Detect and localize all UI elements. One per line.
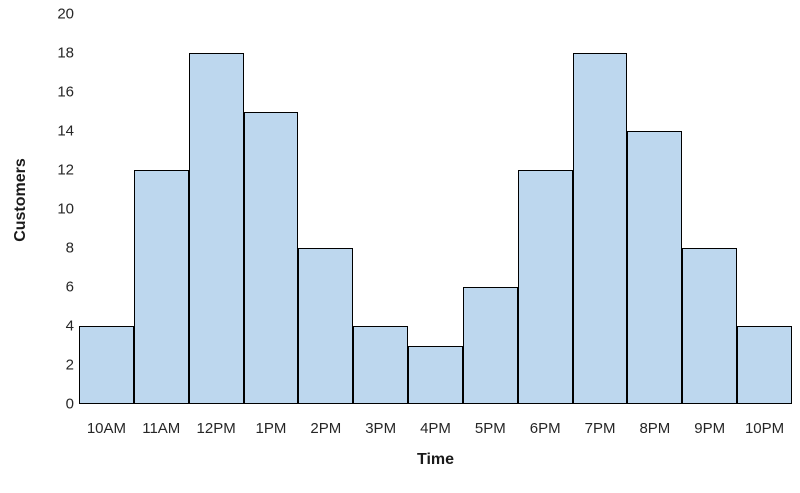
bar-10am bbox=[79, 326, 134, 404]
x-tick-label-10pm: 10PM bbox=[744, 420, 785, 437]
x-tick-label-9pm: 9PM bbox=[694, 420, 726, 437]
bar-9pm bbox=[682, 248, 738, 404]
bar-11am bbox=[133, 170, 189, 404]
plot-area bbox=[79, 14, 792, 404]
x-tick-label-7pm: 7PM bbox=[584, 420, 616, 437]
bar-3pm bbox=[353, 326, 409, 404]
y-tick-label-14: 14 bbox=[57, 122, 74, 140]
x-axis-title: Time bbox=[416, 451, 455, 468]
y-tick-label-8: 8 bbox=[65, 239, 74, 257]
x-tick-label-5pm: 5PM bbox=[474, 420, 506, 437]
y-tick-label-16: 16 bbox=[57, 83, 74, 101]
x-axis-tick-labels: 10AM 11AM 12PM 1PM 2PM 3PM 4PM 5PM 6PM 7PM 8PM 9PM 1… bbox=[79, 420, 792, 438]
x-tick-label-11am: 11AM bbox=[142, 420, 181, 437]
x-tick-label-8pm: 8PM bbox=[639, 420, 671, 437]
y-tick-label-2: 2 bbox=[65, 356, 74, 374]
bar-12pm bbox=[188, 53, 244, 404]
y-tick-label-12: 12 bbox=[57, 161, 74, 179]
x-tick-label-10am: 10AM bbox=[86, 420, 127, 437]
bar-7pm bbox=[572, 53, 628, 404]
y-tick-label-6: 6 bbox=[65, 278, 74, 296]
y-tick-label-10: 10 bbox=[57, 200, 74, 218]
x-tick-label-4pm: 4PM bbox=[420, 420, 451, 437]
y-tick-label-20: 20 bbox=[57, 5, 74, 23]
bar-10pm bbox=[737, 326, 792, 404]
x-tick-label-12pm: 12PM bbox=[196, 420, 236, 437]
x-tick-label-2pm: 2PM bbox=[310, 420, 342, 437]
bar-5pm bbox=[462, 287, 518, 404]
x-tick-label-6pm: 6PM bbox=[529, 420, 561, 437]
y-axis-tick-labels: 0 2 4 6 8 10 12 14 16 18 20 bbox=[0, 7, 74, 412]
bar-4pm bbox=[408, 345, 463, 404]
bar-2pm bbox=[298, 248, 354, 404]
y-tick-label-18: 18 bbox=[57, 44, 74, 62]
x-tick-label-3pm: 3PM bbox=[365, 420, 397, 437]
bar-8pm bbox=[627, 131, 683, 404]
y-tick-label-4: 4 bbox=[65, 317, 74, 335]
bar-6pm bbox=[517, 170, 573, 404]
bar-1pm bbox=[243, 111, 299, 404]
x-tick-label-1pm: 1PM bbox=[255, 420, 287, 437]
y-tick-label-0: 0 bbox=[65, 395, 74, 413]
